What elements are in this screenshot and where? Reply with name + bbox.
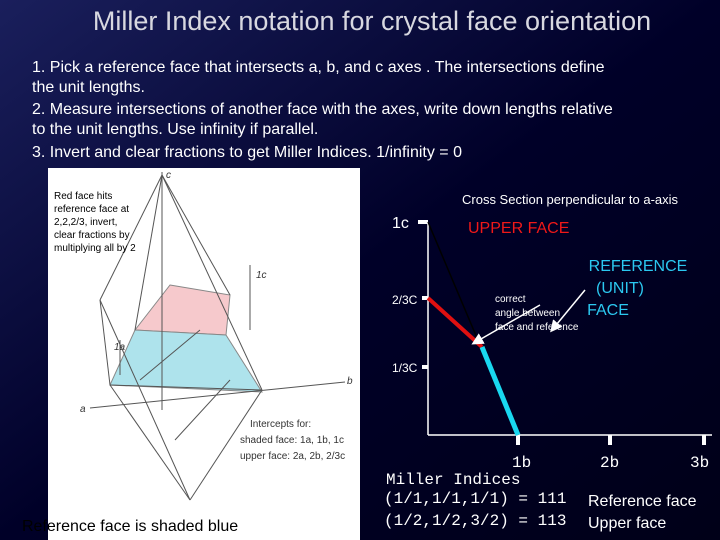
instruction: 1. Pick a reference face that intersects…: [32, 59, 605, 76]
dimension-label: 1a: [114, 342, 126, 353]
title: Miller Index notation for crystal face o…: [93, 6, 651, 36]
instruction: 3. Invert and clear fractions to get Mil…: [32, 144, 462, 161]
reference-face-label: REFERENCE: [589, 258, 688, 275]
dimension-label: 1c: [256, 270, 267, 281]
reference-face-label: (UNIT): [596, 280, 644, 297]
note: clear fractions by: [54, 230, 130, 241]
angle-note: face and reference: [495, 322, 579, 333]
intercepts: Intercepts for:: [250, 419, 311, 430]
intercepts: shaded face: 1a, 1b, 1c: [240, 435, 344, 446]
upper-face-label: UPPER FACE: [468, 220, 569, 237]
miller-expression: (1/2,1/2,3/2) = 113: [384, 512, 566, 530]
cross-section-title: Cross Section perpendicular to a-axis: [462, 192, 679, 207]
y-label: 1/3C: [392, 361, 418, 375]
angle-note: angle between: [495, 308, 560, 319]
angle-note: correct: [495, 294, 526, 305]
y-label: 2/3C: [392, 293, 418, 307]
miller-label: Upper face: [588, 515, 666, 532]
miller-expression: (1/1,1/1,1/1) = 111: [384, 490, 566, 508]
reference-face-line: [479, 346, 521, 436]
x-label: 1b: [512, 454, 531, 472]
intercepts: upper face: 2a, 2b, 2/3c: [240, 451, 345, 462]
note: multiplying all by 2: [54, 243, 136, 254]
x-label: 3b: [690, 454, 709, 472]
arrow: [550, 289, 586, 333]
crystal-drawing: [89, 172, 346, 501]
reference-face-label: FACE: [587, 302, 629, 319]
arrow: [471, 304, 541, 345]
axis-label: a: [80, 404, 86, 415]
miller-label: Reference face: [588, 493, 697, 510]
note: reference face at: [54, 204, 129, 215]
note: Red face hits: [54, 191, 112, 202]
instruction: 2. Measure intersections of another face…: [32, 101, 613, 118]
note: 2,2,2/3, invert,: [54, 217, 117, 228]
y-label: 1c: [392, 215, 409, 232]
instruction: the unit lengths.: [32, 79, 145, 96]
instruction: to the unit lengths. Use infinity if par…: [32, 121, 318, 138]
axes: [418, 220, 712, 445]
x-label: 2b: [600, 454, 619, 472]
axis-label: b: [347, 376, 353, 387]
caption: Reference face is shaded blue: [22, 518, 238, 535]
miller-heading: Miller Indices: [386, 471, 520, 489]
axis-label: c: [166, 170, 171, 181]
